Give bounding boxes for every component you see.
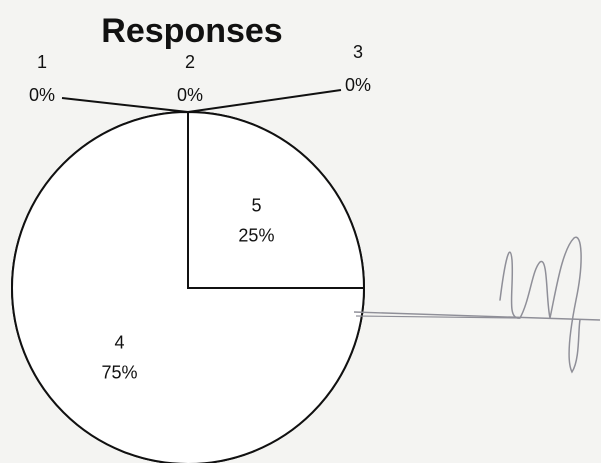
slice-category-label: 3 <box>353 42 363 62</box>
signature-mark <box>353 236 601 374</box>
pie-slice-4 <box>11 110 366 463</box>
pie-slice-5 <box>187 110 366 289</box>
chart-title: Responses <box>101 12 282 50</box>
slice-value-label: 0% <box>29 85 55 105</box>
slice-category-label: 1 <box>37 52 47 72</box>
leader-line-1 <box>61 97 189 113</box>
slice-category-label: 5 <box>251 196 261 216</box>
leader-line-3 <box>187 89 342 113</box>
slice-category-label: 2 <box>185 52 195 72</box>
slice-value-label: 75% <box>102 362 138 382</box>
slice-value-label: 25% <box>238 226 274 246</box>
slice-value-label: 0% <box>345 75 371 95</box>
slice-value-label: 0% <box>177 85 203 105</box>
leader-lines <box>61 89 342 113</box>
slice-category-label: 4 <box>115 332 125 352</box>
pie-slices <box>11 110 366 463</box>
slice-labels: 1 0% 2 0% 3 0% 4 75% 5 25% <box>29 42 371 382</box>
